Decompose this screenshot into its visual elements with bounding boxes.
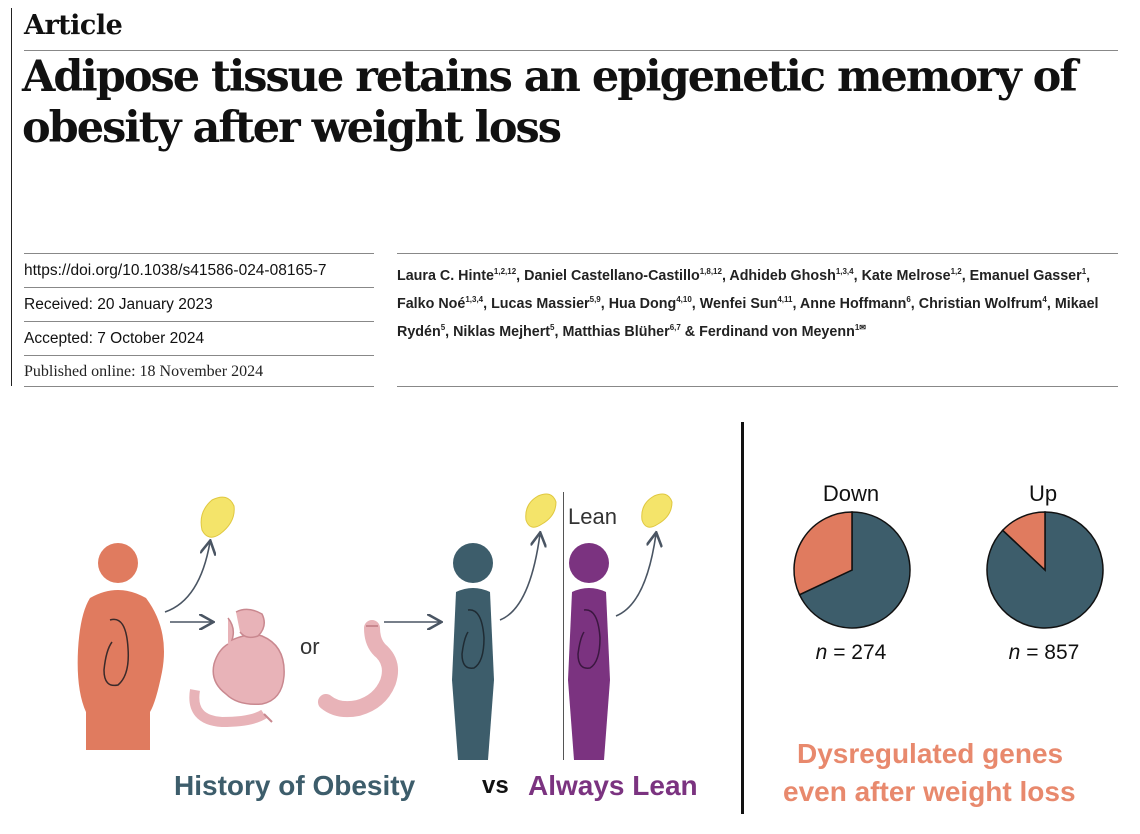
author-affiliation: 4,10 xyxy=(676,294,692,304)
gastric-bypass-icon xyxy=(189,608,285,728)
weight-lost-person-icon xyxy=(452,543,494,760)
pie-chart-up xyxy=(986,511,1104,629)
author-name[interactable]: Christian Wolfrum xyxy=(918,295,1043,312)
author-affiliation: 1,2 xyxy=(950,267,962,276)
author-name[interactable]: Kate Melrose xyxy=(861,267,951,284)
authors-rule-top xyxy=(397,253,1118,254)
dysregulated-line-1: Dysregulated genes xyxy=(797,738,1064,769)
author-affiliation: 5,9 xyxy=(589,294,601,304)
author-affiliation: 6,7 xyxy=(669,322,681,332)
author-affiliation: 1 xyxy=(1081,267,1087,276)
lean-person-icon xyxy=(568,543,610,760)
dysregulated-line-2: even after weight loss xyxy=(783,776,1076,807)
author-list: Laura C. Hinte1,2,12, Daniel Castellano-… xyxy=(397,267,1099,340)
doi-link[interactable]: https://doi.org/10.1038/s41586-024-08165… xyxy=(24,262,327,279)
pie-chart-down xyxy=(793,511,911,629)
meta-rule xyxy=(24,287,374,288)
author-affiliation: 5 xyxy=(550,322,555,332)
pie-title-down: Down xyxy=(822,481,880,506)
author-name[interactable]: Lucas Massier xyxy=(491,295,590,312)
figure-divider xyxy=(741,422,744,814)
author-name[interactable]: Falko Noé xyxy=(397,295,466,312)
authors-rule-bottom xyxy=(397,386,1118,387)
author-affiliation: 1,3,4 xyxy=(465,294,484,304)
author-name[interactable]: Laura C. Hinte xyxy=(397,267,494,284)
pie-slice xyxy=(798,511,911,629)
author-name[interactable]: Wenfei Sun xyxy=(699,295,778,312)
weight-loss-illustration: or Lean xyxy=(77,493,673,760)
history-of-obesity-label: History of Obesity xyxy=(174,770,416,801)
fat-cell-icon xyxy=(200,496,235,538)
or-label: or xyxy=(300,634,320,659)
pie-slice xyxy=(793,511,853,596)
author-name[interactable]: Hua Dong xyxy=(608,295,677,312)
fat-cell-icon xyxy=(641,493,673,528)
accepted-date: Accepted: 7 October 2024 xyxy=(24,330,205,347)
author-name[interactable]: Ferdinand von Meyenn xyxy=(699,323,855,340)
meta-rule-top xyxy=(24,253,374,254)
lean-divider xyxy=(563,492,564,760)
author-affiliation: 1,2,12 xyxy=(493,267,517,276)
published-date: Published online: 18 November 2024 xyxy=(24,363,264,380)
pie-n-down: n = 274 xyxy=(815,641,887,664)
author-affiliation: 4 xyxy=(1042,294,1047,304)
vs-label: vs xyxy=(482,772,509,799)
pie-slice xyxy=(1001,511,1046,572)
title-rule xyxy=(24,50,1118,51)
always-lean-label: Always Lean xyxy=(528,770,698,801)
pie-title-up: Up xyxy=(1028,481,1058,506)
author-name[interactable]: Niklas Mejhert xyxy=(453,323,551,340)
author-affiliation: 1,3,4 xyxy=(835,267,854,276)
author-name[interactable]: Emanuel Gasser xyxy=(969,267,1082,284)
gastric-sleeve-icon xyxy=(318,620,398,718)
author-name[interactable]: Mikael Rydén xyxy=(397,295,1099,340)
author-name[interactable]: Matthias Blüher xyxy=(562,323,670,340)
section-label: Article xyxy=(24,10,123,41)
article-title: Adipose tissue retains an epigenetic mem… xyxy=(22,52,1078,153)
author-affiliation: 4,11 xyxy=(777,294,793,304)
meta-rule xyxy=(24,355,374,356)
author-affiliation: 5 xyxy=(440,322,446,332)
author-name[interactable]: Anne Hoffmann xyxy=(799,295,907,312)
meta-rule-bottom xyxy=(24,386,374,387)
header-left-rule xyxy=(11,8,12,386)
author-affiliation: 1✉ xyxy=(854,322,866,332)
meta-rule xyxy=(24,321,374,322)
received-date: Received: 20 January 2023 xyxy=(24,296,213,313)
author-affiliation: 1,8,12 xyxy=(699,267,722,276)
lean-label: Lean xyxy=(568,504,617,529)
author-affiliation: 6 xyxy=(906,294,911,304)
obese-person-icon xyxy=(77,543,164,750)
author-name[interactable]: Daniel Castellano-Castillo xyxy=(524,267,700,284)
fat-cell-icon xyxy=(525,493,557,528)
pie-n-up: n = 857 xyxy=(1008,641,1080,664)
author-name[interactable]: Adhideb Ghosh xyxy=(729,267,836,284)
